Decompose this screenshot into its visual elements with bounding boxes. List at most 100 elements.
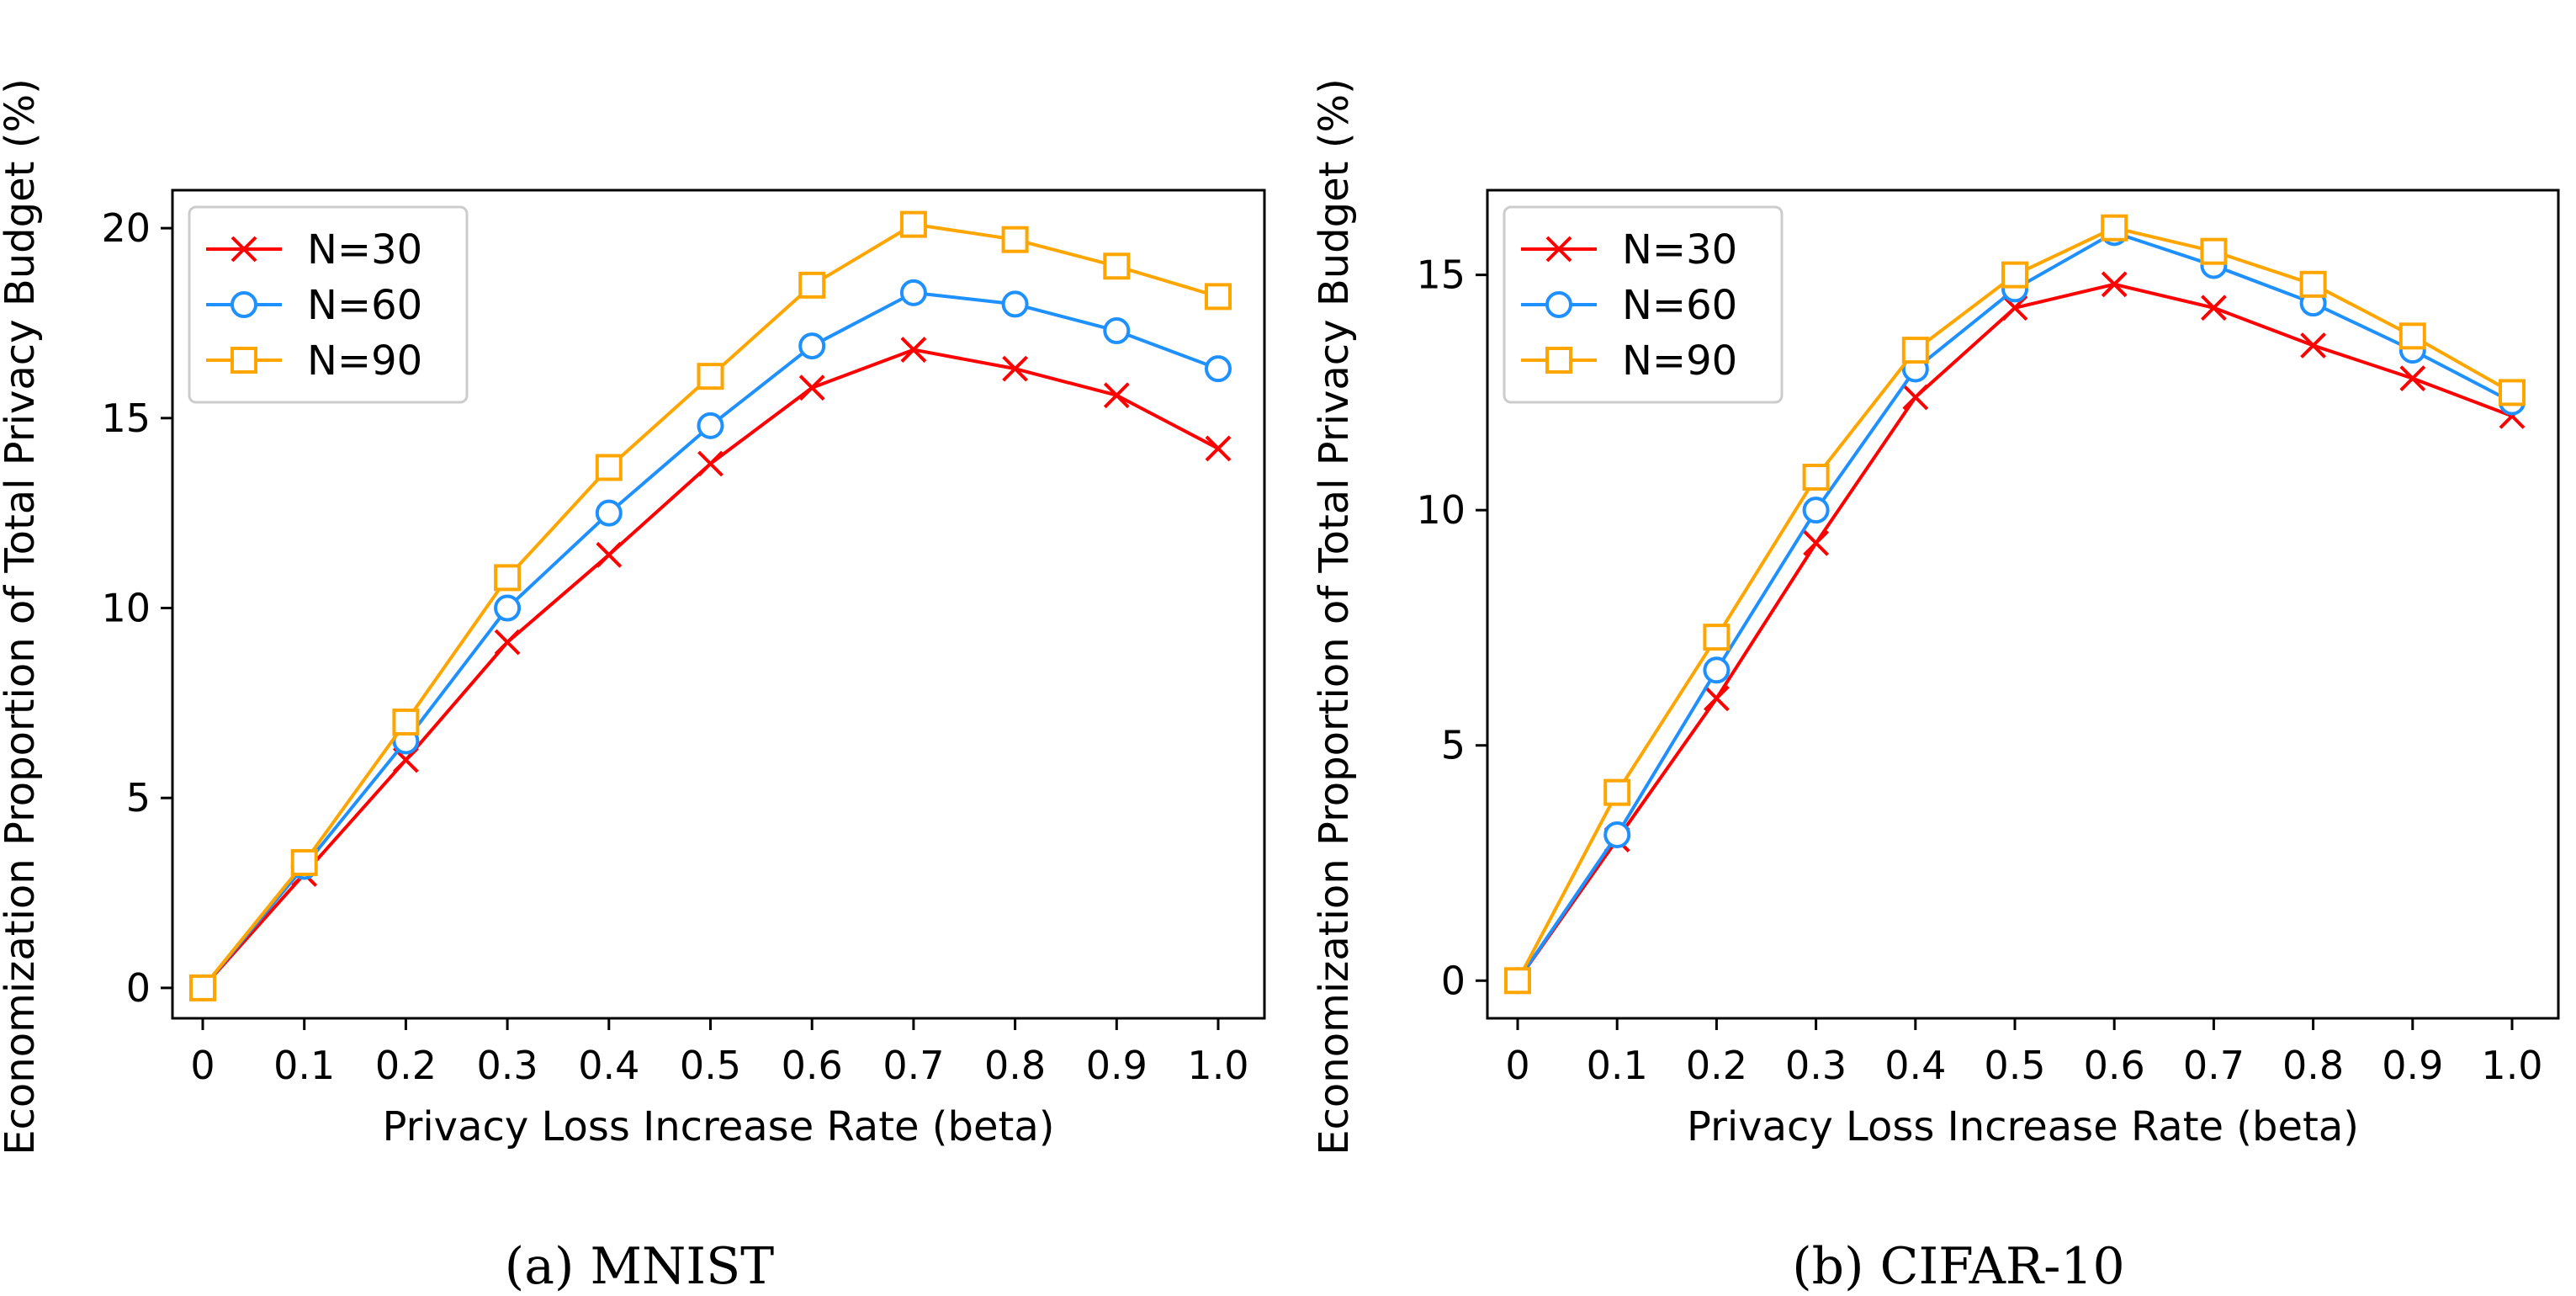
data-point-stroke-b: [2399, 365, 2426, 392]
x-tick-label: 0.8: [2282, 1043, 2344, 1088]
plot-frame: [171, 189, 1266, 1020]
y-tick-label: 15: [101, 396, 151, 441]
data-point: [2200, 237, 2228, 265]
x-tick-label: 0.4: [1884, 1043, 1946, 1088]
x-tick-label: 0.6: [2084, 1043, 2145, 1088]
x-axis-label: Privacy Loss Increase Rate (beta): [383, 1103, 1055, 1150]
legend: N=30 N=60 N=90: [1503, 205, 1784, 404]
legend-marker: [231, 291, 257, 318]
data-point: [2001, 295, 2028, 321]
y-axis-label: Economization Proportion of Total Privac…: [0, 78, 44, 1155]
data-point: [1103, 382, 1130, 409]
x-tick-label: 0.6: [782, 1043, 843, 1088]
x-tick-label: 0.1: [1587, 1043, 1648, 1088]
data-point: [899, 210, 927, 238]
data-point-stroke-b: [1902, 384, 1929, 411]
legend-marker: [1545, 291, 1572, 318]
legend-marker-stroke-b: [231, 236, 257, 263]
data-point: [1901, 337, 1929, 364]
y-tick-label: 5: [1441, 723, 1466, 768]
data-point: [1103, 317, 1131, 345]
data-point: [1802, 464, 1830, 491]
data-point: [2200, 295, 2227, 321]
data-point: [1603, 778, 1631, 806]
x-tick-label: 0.7: [883, 1043, 944, 1088]
data-point: [2001, 261, 2028, 289]
y-axis-label: Economization Proportion of Total Privac…: [1311, 78, 1358, 1155]
data-point-stroke-b: [1002, 355, 1029, 382]
data-point: [798, 271, 826, 299]
data-point: [1205, 355, 1232, 383]
data-point: [290, 848, 318, 876]
data-point-stroke-b: [596, 541, 623, 568]
legend-marker-stroke-b: [1545, 236, 1572, 263]
x-tick-label: 0: [1505, 1043, 1529, 1088]
data-point: [595, 454, 623, 481]
x-tick-label: 0.4: [578, 1043, 639, 1088]
data-point: [1103, 252, 1131, 280]
data-point: [798, 332, 826, 360]
series-line-n30: [201, 348, 1219, 990]
data-point: [1001, 226, 1029, 253]
figure-caption: (a) MNIST: [505, 1237, 774, 1296]
data-point-stroke-b: [1803, 529, 1830, 556]
legend-label: N=60: [1622, 282, 1737, 329]
x-tick-label: 0.9: [1086, 1043, 1148, 1088]
data-point: [494, 564, 522, 592]
data-point-stroke-b: [1205, 435, 1232, 462]
legend-marker: [1545, 236, 1572, 263]
data-point: [189, 974, 216, 1001]
data-point: [1603, 821, 1631, 848]
figure-caption: (b) CIFAR-10: [1792, 1237, 2124, 1296]
x-tick-label: 0.5: [1984, 1043, 2045, 1088]
data-point-stroke-b: [798, 374, 825, 401]
data-point-stroke-b: [2300, 332, 2327, 359]
x-tick-label: 0.9: [2382, 1043, 2443, 1088]
data-point: [2299, 270, 2327, 298]
data-point: [899, 279, 927, 306]
data-point: [1803, 529, 1830, 556]
data-point-stroke-b: [2200, 295, 2227, 321]
data-point: [596, 541, 623, 568]
legend-box: [188, 205, 469, 404]
data-point-stroke-b: [1703, 685, 1730, 712]
data-point-stroke-b: [2001, 295, 2028, 321]
data-point: [1205, 283, 1232, 311]
data-point-stroke-b: [900, 337, 927, 363]
data-point: [494, 594, 522, 622]
y-tick-label: 10: [101, 586, 151, 631]
data-point-stroke-b: [392, 746, 419, 773]
x-tick-label: 0.7: [2183, 1043, 2245, 1088]
legend-marker: [1545, 347, 1572, 374]
legend-box: [1503, 205, 1784, 404]
data-point: [1504, 967, 1531, 995]
data-point: [392, 708, 420, 736]
data-point: [2399, 365, 2426, 392]
x-tick-label: 1.0: [1187, 1043, 1248, 1088]
data-point: [900, 337, 927, 363]
data-point: [697, 450, 724, 477]
chart-panel-a: 0 0.1 0.2 0.3 0.4 0.5 0.6 0.7 0.8 0.9 1.0 0 5 10 15 20 P…: [0, 78, 1266, 1296]
legend: N=30 N=60 N=90: [188, 205, 469, 404]
x-tick-label: 0.8: [984, 1043, 1046, 1088]
x-tick-label: 0: [190, 1043, 215, 1088]
data-point-stroke-b: [494, 629, 521, 656]
y-tick-label: 15: [1416, 252, 1466, 298]
x-tick-label: 0.3: [1785, 1043, 1847, 1088]
y-tick-label: 20: [101, 205, 151, 251]
chart-panel-b: 0 0.1 0.2 0.3 0.4 0.5 0.6 0.7 0.8 0.9 1.0 0 5 10 15 Pri…: [1311, 78, 2560, 1296]
data-point: [595, 499, 623, 527]
data-point-stroke-b: [697, 450, 724, 477]
data-point: [2398, 322, 2426, 350]
data-point: [1205, 435, 1232, 462]
legend-label: N=30: [1622, 226, 1737, 274]
legend-marker: [231, 236, 257, 263]
legend-label: N=60: [307, 282, 422, 329]
data-point: [1002, 355, 1029, 382]
x-axis-label: Privacy Loss Increase Rate (beta): [1687, 1103, 2359, 1150]
x-tick-label: 1.0: [2481, 1043, 2542, 1088]
x-tick-label: 0.3: [477, 1043, 538, 1088]
data-point: [697, 412, 724, 439]
data-point: [1902, 384, 1929, 411]
